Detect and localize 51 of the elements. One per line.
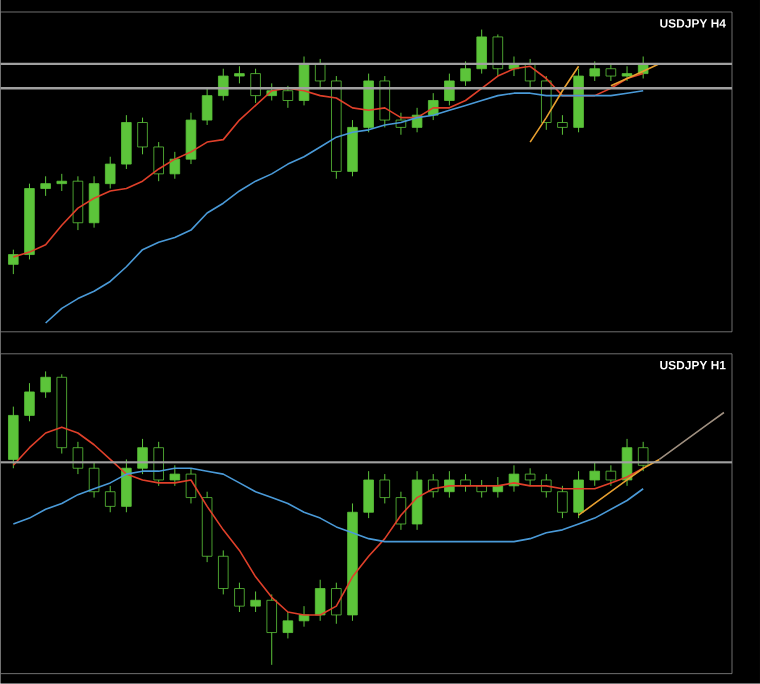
candlestick: [153, 141, 164, 182]
candlestick: [137, 438, 148, 475]
candlestick: [476, 29, 487, 75]
candlestick: [492, 34, 504, 77]
candlestick: [88, 175, 100, 229]
candlestick: [395, 491, 407, 531]
candlestick: [347, 119, 358, 177]
candlestick: [169, 151, 181, 180]
candlestick: [104, 156, 116, 190]
candlestick: [589, 462, 600, 487]
candlestick: [379, 473, 391, 505]
candlestick: [121, 459, 132, 513]
candlestick: [411, 470, 423, 531]
candlestick: [282, 611, 294, 640]
candlestick: [460, 61, 471, 87]
candlestick: [331, 582, 342, 625]
candlestick: [185, 112, 197, 165]
candlestick: [88, 462, 100, 499]
candlestick: [589, 61, 600, 82]
candlestick: [72, 441, 84, 475]
candlestick: [201, 87, 213, 126]
candlestick: [573, 470, 584, 519]
candlestick: [104, 485, 116, 513]
candlestick: [605, 464, 617, 487]
candlestick: [557, 114, 568, 136]
candlestick: [218, 68, 229, 102]
candlestick: [121, 114, 132, 170]
candlestick: [72, 175, 84, 231]
candlestick: [621, 65, 633, 82]
candlestick: [524, 467, 536, 487]
candlestick: [314, 579, 326, 622]
candlestick: [314, 58, 326, 89]
candlestick: [24, 382, 35, 422]
candlestick: [169, 464, 181, 487]
candlestick: [137, 117, 148, 155]
candlestick: [250, 68, 261, 104]
candlestick: [444, 73, 455, 107]
candlestick: [40, 175, 51, 197]
candlestick: [218, 550, 229, 596]
candlestick: [557, 485, 568, 519]
candlestick: [185, 467, 197, 505]
candlestick: [282, 85, 294, 109]
candlestick: [8, 249, 19, 275]
candlestick: [637, 441, 649, 472]
candlestick: [266, 594, 277, 666]
candlestick: [8, 406, 19, 469]
candlestick: [363, 470, 374, 519]
candlestick: [363, 73, 374, 133]
candlestick: [250, 591, 261, 613]
candlestick: [234, 582, 245, 613]
candlestick: [40, 371, 51, 399]
